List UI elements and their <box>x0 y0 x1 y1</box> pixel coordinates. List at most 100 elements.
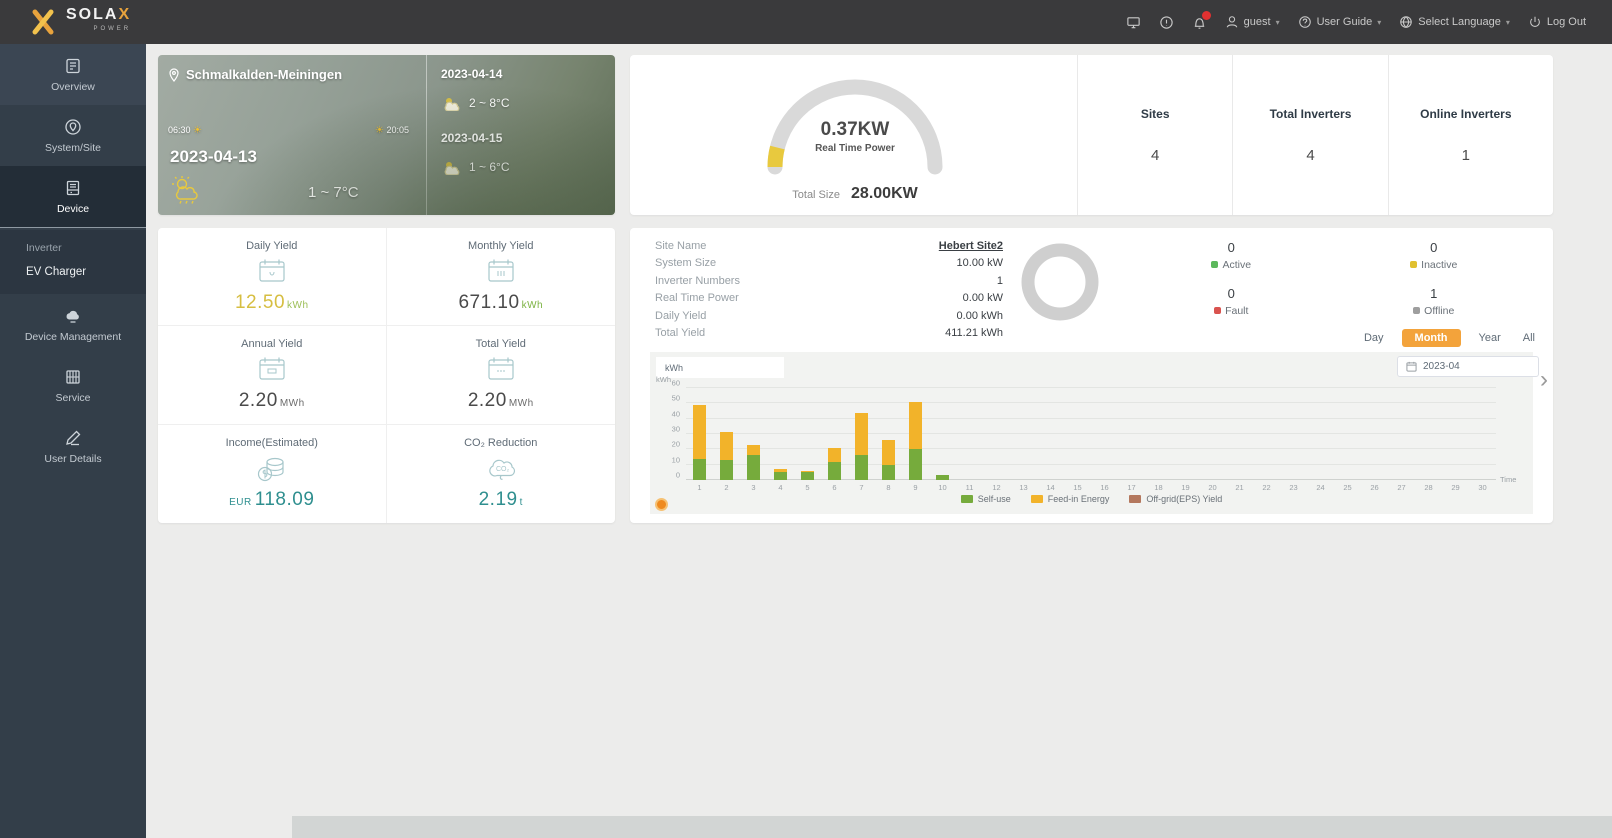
bar-segment-feed-in-energy <box>828 447 841 462</box>
chart-gridline <box>686 387 1496 388</box>
sidebar-item-user-details[interactable]: User Details <box>0 416 146 477</box>
chart-gridline <box>686 402 1496 404</box>
real-time-power-label: Real Time Power <box>815 143 895 154</box>
power-card: 0.37KW Real Time Power Total Size 28.00K… <box>630 55 1553 215</box>
site-info-value: 411.21 kWh <box>945 327 1003 340</box>
yield-summary-card: Daily Yield 12.50 kWh Monthly Yield 671.10 kW… <box>158 228 615 523</box>
yield-cell-monthly-yield: Monthly Yield 671.10 kWh <box>386 228 615 327</box>
yield-number: 2.19 <box>478 488 518 510</box>
legend-item-feed-in-energy[interactable]: Feed-in Energy <box>1030 494 1110 504</box>
x-tick-label: 6 <box>832 483 837 492</box>
device-icon <box>64 179 82 197</box>
brand-text: SOLAX POWER <box>66 7 131 36</box>
period-button-month[interactable]: Month <box>1401 329 1461 347</box>
weather-location-label: Schmalkalden-Meiningen <box>186 67 343 82</box>
alarm-icon[interactable] <box>1159 15 1174 30</box>
x-tick-label: 1 <box>697 483 702 492</box>
bar-segment-feed-in-energy <box>720 432 733 461</box>
x-tick-label: 27 <box>1397 483 1406 492</box>
sunrise-time: 06:30 <box>168 125 191 135</box>
forecast-temp: 2 ~ 8°C <box>469 96 510 110</box>
stat-total-inverters: Total Inverters 4 <box>1232 55 1387 215</box>
site-info-row: Inverter Numbers 1 <box>655 272 1003 290</box>
sidebar-item-label: Device <box>56 203 90 215</box>
support-bubble-icon[interactable] <box>655 498 668 511</box>
brand-logo[interactable]: SOLAX POWER <box>0 7 131 36</box>
stat-value: 1 <box>1461 146 1470 164</box>
today-date: 2023-04-13 <box>170 147 257 166</box>
stat-label: Sites <box>1140 106 1170 121</box>
sidebar-item-service[interactable]: Service <box>0 355 146 416</box>
status-count: 0 <box>1227 239 1235 255</box>
legend-swatch <box>1030 495 1043 503</box>
site-info-value: 0.00 kWh <box>956 309 1003 322</box>
y-tick-label: 60 <box>671 378 680 388</box>
yield-unit: kWh <box>287 299 309 311</box>
period-button-day[interactable]: Day <box>1363 332 1384 344</box>
site-info-label: Daily Yield <box>655 309 707 322</box>
x-tick-label: 5 <box>805 483 810 492</box>
x-tick-label: 12 <box>992 483 1001 492</box>
status-inactive: 0 Inactive <box>1333 232 1536 278</box>
sidebar-subitem-inverter[interactable]: Inverter <box>26 242 62 254</box>
period-button-all[interactable]: All <box>1522 332 1535 344</box>
real-time-power-gauge: 0.37KW Real Time Power <box>760 67 950 177</box>
status-fault: 0 Fault <box>1130 278 1333 324</box>
window-bottom-edge <box>292 816 1612 838</box>
date-picker[interactable]: 2023-04 <box>1397 356 1539 377</box>
sidebar-item-device-management[interactable]: Device Management <box>0 294 146 355</box>
yield-cell-daily-yield: Daily Yield 12.50 kWh <box>158 228 387 327</box>
language-menu[interactable]: Select Language ▾ <box>1399 15 1510 29</box>
notification-icon[interactable] <box>1192 10 1211 30</box>
status-count: 0 <box>1430 239 1438 255</box>
solax-x-icon <box>32 9 54 35</box>
sidebar-item-overview[interactable]: Overview <box>0 44 146 105</box>
status-dot <box>1413 307 1421 314</box>
chart-gridline <box>686 433 1496 434</box>
stat-label: Total Inverters <box>1269 106 1352 121</box>
yield-label: Annual Yield <box>241 337 303 350</box>
x-tick-label: 13 <box>1019 483 1028 492</box>
yield-value: EUR 118.09 <box>229 489 314 511</box>
status-label-row: Offline <box>1413 305 1454 317</box>
x-tick-label: 23 <box>1289 483 1298 492</box>
sidebar-item-system-site[interactable]: System/Site <box>0 105 146 166</box>
yield-number: 12.50 <box>234 291 286 313</box>
user-details-icon <box>64 429 82 447</box>
chart-gridline <box>686 479 1496 480</box>
sidebar-item-device[interactable]: Device <box>0 166 146 227</box>
status-offline: 1 Offline <box>1333 278 1536 324</box>
monitor-icon[interactable] <box>1126 15 1141 30</box>
period-button-year[interactable]: Year <box>1478 332 1501 344</box>
stat-online-inverters: Online Inverters 1 <box>1387 55 1543 215</box>
sidebar-subitem-ev-charger[interactable]: EV Charger <box>26 266 87 278</box>
location-pin-icon <box>169 67 179 82</box>
x-tick-label: 24 <box>1316 483 1325 492</box>
site-info-label: Total Yield <box>655 327 706 340</box>
x-tick-label: 26 <box>1370 483 1379 492</box>
x-tick-label: 21 <box>1235 483 1244 492</box>
legend-item-self-use[interactable]: Self-use <box>960 494 1011 504</box>
chart-unit-tab[interactable]: kWh <box>656 357 784 378</box>
x-tick-label: 10 <box>938 483 947 492</box>
site-info-label: Inverter Numbers <box>655 274 740 287</box>
x-tick-label: 22 <box>1262 483 1271 492</box>
yield-cell-annual-yield: Annual Yield 2.20 MWh <box>158 326 387 425</box>
logout-button[interactable]: Log Out <box>1528 15 1586 29</box>
legend-item-off-grid-eps-yield[interactable]: Off-grid(EPS) Yield <box>1129 494 1222 504</box>
forecast-date: 2023-04-14 <box>441 67 503 81</box>
sunset-time: 20:05 <box>386 125 409 135</box>
yield-label: Total Yield <box>475 337 526 350</box>
user-menu[interactable]: guest ▾ <box>1225 15 1280 29</box>
site-info-value: 0.00 kW <box>962 292 1003 305</box>
sun-times: 06:30 ☀ ☀ 20:05 <box>168 125 409 136</box>
legend-label: Feed-in Energy <box>1047 494 1110 504</box>
site-name-link[interactable]: Hebert Site2 <box>938 239 1003 252</box>
device-management-icon <box>64 307 82 325</box>
yield-cell-income-estimated: Income(Estimated) EUR 118.09 <box>158 424 387 523</box>
co2-icon: CO₂ <box>484 454 518 484</box>
bar-segment-feed-in-energy <box>747 444 760 456</box>
carousel-next-icon[interactable]: › <box>1540 366 1548 393</box>
user-guide-menu[interactable]: User Guide ▾ <box>1298 15 1381 29</box>
site-info-row: Site Name Hebert Site2 <box>655 237 1003 255</box>
